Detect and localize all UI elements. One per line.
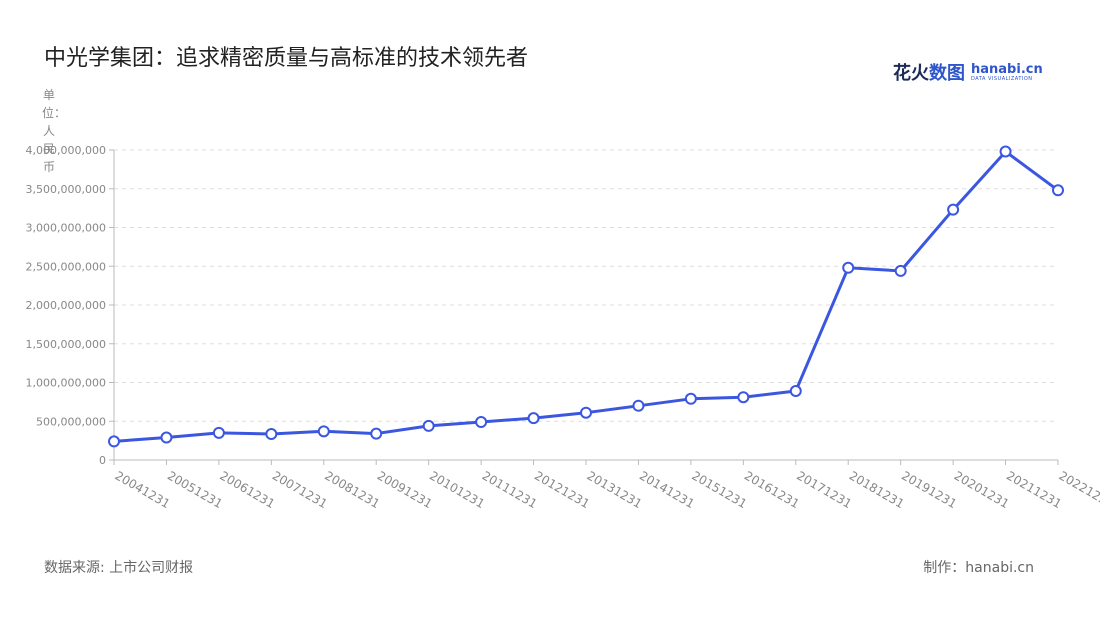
x-tick-label: 20081231 (322, 468, 382, 511)
x-tick-label: 20061231 (217, 468, 277, 511)
x-tick-label: 20181231 (847, 468, 907, 511)
credit: 制作：hanabi.cn (923, 560, 1034, 576)
x-tick-label: 20171231 (794, 468, 854, 511)
x-tick-label: 20151231 (689, 468, 749, 511)
logo-cn-part2: 数图 (929, 63, 965, 84)
x-tick-label: 20091231 (375, 468, 435, 511)
data-point (684, 392, 697, 405)
y-tick-label: 0 (99, 454, 106, 467)
x-tick-label: 20051231 (165, 468, 225, 511)
logo-en-main: hanabi.cn (971, 61, 1043, 77)
x-tick-label: 20131231 (585, 468, 645, 511)
x-tick-label: 20141231 (637, 468, 697, 511)
data-point (265, 428, 278, 441)
y-tick-label: 1,000,000,000 (26, 377, 106, 390)
x-tick-label: 20041231 (113, 468, 173, 511)
chart-title: 中光学集团：追求精密质量与高标准的技术领先者 (44, 46, 529, 71)
series-line (113, 150, 1059, 443)
data-point (842, 261, 855, 274)
data-point (475, 416, 488, 429)
logo-en-sub: DATA VISUALIZATION (971, 75, 1033, 82)
x-tick-label: 20101231 (427, 468, 487, 511)
x-tick-label: 20191231 (899, 468, 959, 511)
data-point (317, 425, 330, 438)
data-point (999, 145, 1012, 158)
x-tick-label: 20111231 (480, 468, 540, 511)
data-point (370, 427, 383, 440)
x-tick-label: 20161231 (742, 468, 802, 511)
y-tick-label: 500,000,000 (36, 415, 106, 428)
y-tick-label: 3,000,000,000 (26, 222, 106, 235)
y-tick-label: 2,000,000,000 (26, 299, 106, 312)
x-tick-label: 20211231 (1004, 468, 1064, 511)
x-tick-label: 20201231 (952, 468, 1012, 511)
logo-en-text: hanabi.cn DATA VISUALIZATION (971, 63, 1043, 82)
data-point (527, 412, 540, 425)
data-point (894, 264, 907, 277)
data-point (160, 431, 173, 444)
y-axis-unit-label: 单位：人民币 (42, 88, 67, 174)
data-point (422, 419, 435, 432)
data-point (737, 391, 750, 404)
x-tick-label: 20221231 (1057, 468, 1100, 511)
data-point (1052, 184, 1064, 197)
data-point (212, 426, 225, 439)
y-tick-label: 4,000,000,000 (26, 144, 106, 157)
data-point (632, 399, 645, 412)
brand-logo: 花火数图 hanabi.cn DATA VISUALIZATION (893, 59, 1043, 85)
x-tick-label: 20071231 (270, 468, 330, 511)
y-tick-label: 3,500,000,000 (26, 183, 106, 196)
y-tick-label: 2,500,000,000 (26, 260, 106, 273)
data-point (580, 406, 592, 419)
logo-cn-text: 花火数图 (893, 59, 965, 85)
data-source: 数据来源: 上市公司财报 (44, 560, 194, 576)
x-tick-label: 20121231 (532, 468, 592, 511)
line-chart: 0 500,000,000 1,000,000,000 1,500,000,000 2,… (26, 144, 1100, 511)
logo-cn-part1: 花火 (893, 63, 929, 84)
data-point (789, 385, 802, 398)
data-point (108, 435, 120, 448)
y-tick-label: 1,500,000,000 (26, 338, 106, 351)
data-point (947, 203, 960, 216)
